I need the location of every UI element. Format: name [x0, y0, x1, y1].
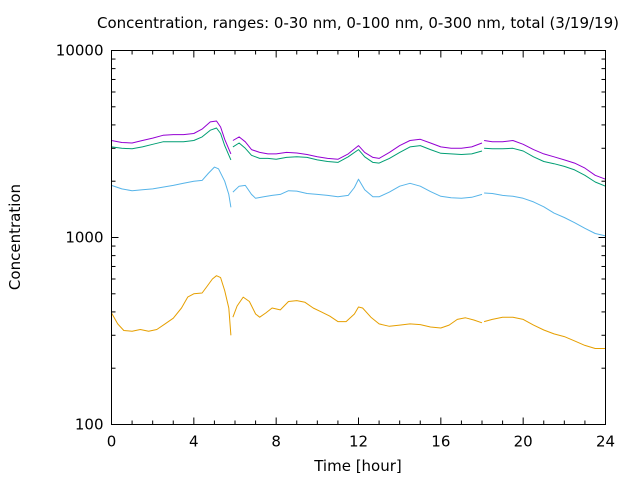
chart-title: Concentration, ranges: 0-30 nm, 0-100 nm…: [97, 14, 619, 32]
series-2-line-segment: [232, 178, 483, 199]
series-1-line-segment: [232, 296, 483, 329]
x-tick-label: 20: [514, 433, 533, 451]
series-2-line-segment: [111, 166, 232, 208]
series-2-line-segment: [484, 192, 606, 237]
x-axis-label: Time [hour]: [313, 457, 402, 475]
x-tick-label: 0: [107, 433, 117, 451]
y-axis-label: Concentration: [6, 184, 24, 290]
x-tick-label: 8: [271, 433, 281, 451]
x-tick-label: 24: [596, 433, 615, 451]
series-1-line-segment: [111, 275, 232, 336]
series-group: [111, 120, 606, 349]
series-4-line-segment: [111, 120, 232, 155]
series-4-line-segment: [232, 136, 483, 160]
plot-frame: [111, 50, 606, 425]
y-tick-label: 100: [75, 416, 104, 434]
series-3-line-segment: [232, 142, 483, 164]
y-tick-label: 1000: [65, 229, 103, 247]
x-tick-label: 16: [431, 433, 450, 451]
series-3-line-segment: [111, 127, 232, 161]
series-4-line-segment: [484, 140, 606, 180]
x-tick-label: 4: [189, 433, 199, 451]
axis-ticks: 0 4 8 12 16 20 24 100 1000 10000: [56, 42, 615, 451]
y-tick-label: 10000: [56, 42, 104, 60]
series-1-line-segment: [483, 316, 606, 349]
x-tick-label: 12: [349, 433, 368, 451]
series-3-line-segment: [484, 147, 606, 187]
